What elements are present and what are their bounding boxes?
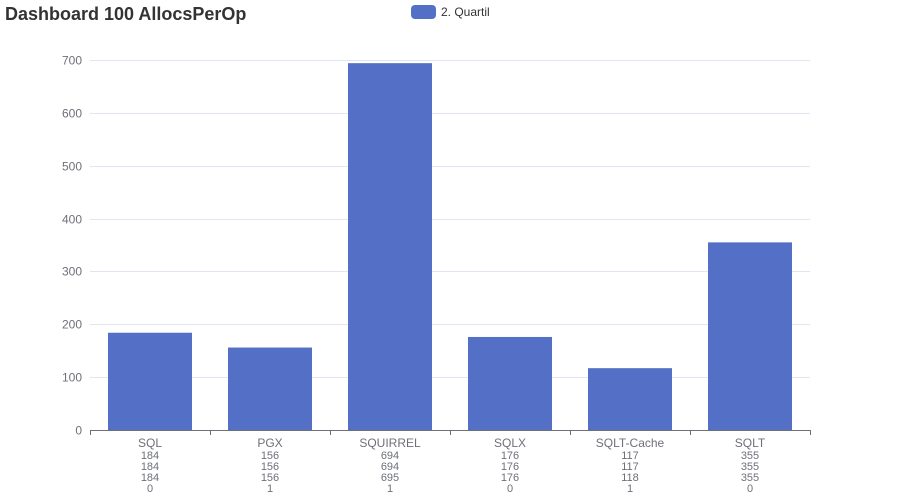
y-tick-label: 100 xyxy=(62,371,82,385)
y-tick-label: 200 xyxy=(62,318,82,332)
x-tick-sublabel: 117 xyxy=(621,450,639,462)
bar[interactable] xyxy=(708,242,792,430)
y-tick-label: 500 xyxy=(62,160,82,174)
x-tick-label: SQLX xyxy=(494,436,526,450)
x-tick-sublabel: 118 xyxy=(621,472,639,484)
x-tick-sublabel: 184 xyxy=(141,472,159,484)
x-tick-sublabel: 355 xyxy=(741,450,759,462)
x-tick-label: PGX xyxy=(257,436,282,450)
x-tick-sublabel: 1 xyxy=(267,483,273,495)
axis-layer: 0100200300400500600700SQL1841841840PGX15… xyxy=(62,54,811,495)
x-tick-sublabel: 184 xyxy=(141,461,159,473)
bar[interactable] xyxy=(588,368,672,430)
x-tick-sublabel: 0 xyxy=(507,483,513,495)
x-tick-label: SQLT-Cache xyxy=(596,436,665,450)
chart-title: Dashboard 100 AllocsPerOp xyxy=(5,4,247,24)
x-tick-sublabel: 355 xyxy=(741,461,759,473)
y-tick-label: 0 xyxy=(75,424,82,438)
x-tick-sublabel: 0 xyxy=(747,483,753,495)
x-tick-sublabel: 1 xyxy=(627,483,633,495)
legend-item[interactable]: 2. Quartil xyxy=(411,5,490,19)
bar[interactable] xyxy=(348,63,432,431)
y-tick-label: 700 xyxy=(62,54,82,68)
y-tick-label: 300 xyxy=(62,265,82,279)
x-tick-sublabel: 0 xyxy=(147,483,153,495)
bars-layer xyxy=(108,63,792,431)
x-tick-sublabel: 156 xyxy=(261,461,279,473)
bar[interactable] xyxy=(108,332,192,430)
x-tick-sublabel: 694 xyxy=(381,450,399,462)
y-tick-label: 400 xyxy=(62,213,82,227)
x-tick-sublabel: 694 xyxy=(381,461,399,473)
x-tick-sublabel: 184 xyxy=(141,450,159,462)
x-tick-label: SQL xyxy=(138,436,162,450)
bar[interactable] xyxy=(228,347,312,430)
x-tick-sublabel: 355 xyxy=(741,472,759,484)
bar[interactable] xyxy=(468,336,552,430)
x-tick-label: SQLT xyxy=(735,436,766,450)
y-tick-label: 600 xyxy=(62,107,82,121)
x-tick-sublabel: 176 xyxy=(501,450,519,462)
x-tick-sublabel: 695 xyxy=(381,472,399,484)
x-tick-sublabel: 156 xyxy=(261,450,279,462)
legend-swatch xyxy=(411,5,436,19)
x-tick-sublabel: 156 xyxy=(261,472,279,484)
legend-label: 2. Quartil xyxy=(441,5,490,19)
x-tick-sublabel: 176 xyxy=(501,461,519,473)
x-tick-label: SQUIRREL xyxy=(359,436,421,450)
x-tick-sublabel: 176 xyxy=(501,472,519,484)
grid-layer xyxy=(90,60,810,378)
x-tick-sublabel: 117 xyxy=(621,461,639,473)
x-tick-sublabel: 1 xyxy=(387,483,393,495)
